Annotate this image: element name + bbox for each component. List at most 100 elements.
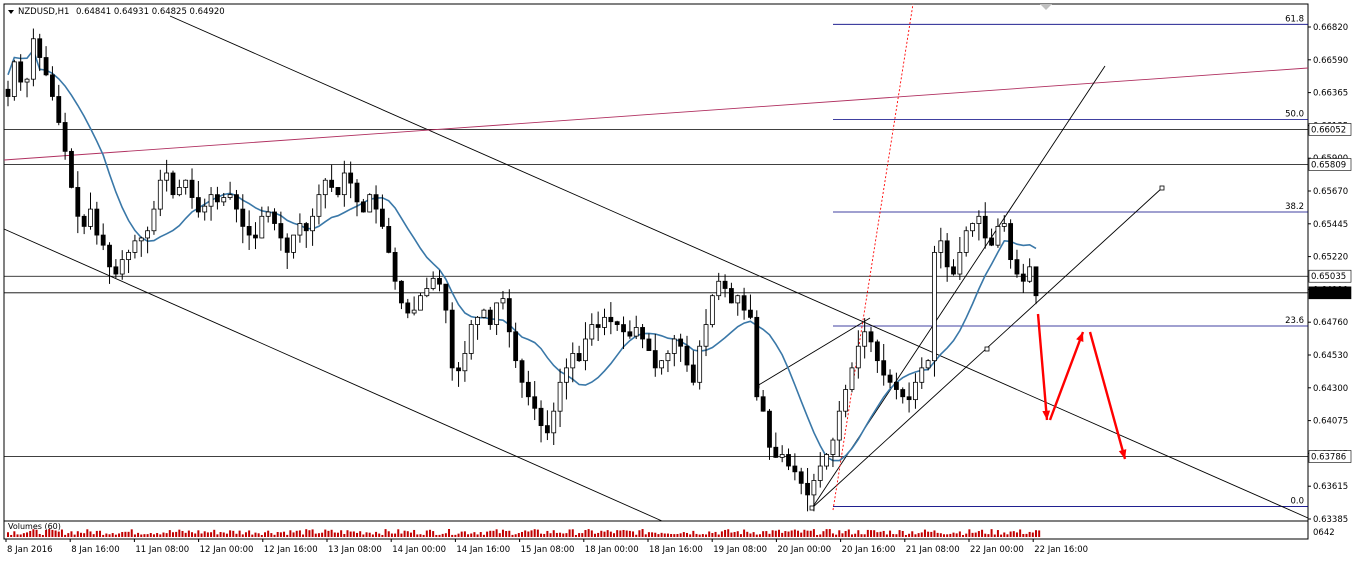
volume-bar [1038,530,1041,537]
volume-bar [578,533,581,537]
x-tick-label: 22 Jan 00:00 [970,545,1024,555]
trend-lines[interactable] [3,3,1309,522]
volume-bar [146,534,149,537]
up-channel-segment-line [756,317,871,387]
candle-body [392,251,398,282]
volume-bar [778,529,780,537]
volume-bar [501,529,504,537]
volume-bar [1000,534,1003,537]
volume-bar [35,529,38,537]
candle-body [367,194,373,213]
volume-bar [803,529,806,537]
price-label-text: 0.66052 [1311,125,1346,135]
candle-body [640,327,645,340]
volume-bar [996,530,999,537]
candle-body [195,197,201,213]
candle-body [1001,223,1007,227]
candle-body [234,194,239,210]
volume-bar [908,533,911,537]
candle-body [5,88,11,97]
candle-body [310,215,315,232]
volume-bar [958,531,961,537]
candle-body [11,61,17,97]
volume-bar [850,534,853,537]
candle-body [437,277,442,285]
candle-body [722,280,728,289]
price-label-box [1308,158,1352,171]
candle-body [754,316,760,398]
candle-body [24,78,30,83]
volume-bar [860,534,863,537]
volume-bar [676,533,679,537]
volume-bar [701,534,704,537]
volume-bar [45,529,48,537]
chart-shift-icon[interactable] [1040,4,1052,10]
candle-body [50,74,55,97]
volume-bar [476,534,479,537]
fib-level-label: 23.6 [1285,316,1304,326]
volume-bar [70,531,73,537]
volume-bar [267,530,270,537]
volume-bar [159,534,162,537]
volume-bar [356,532,359,537]
volume-bar [489,530,492,537]
candle-body [303,223,309,232]
volume-bar [1009,531,1012,537]
volume-bar [533,529,536,537]
volume-bar [295,530,298,537]
candle-body [703,324,709,347]
volume-bar [60,529,63,537]
volume-bar [990,529,993,537]
volume-bar [781,532,784,537]
candle-body [481,309,487,318]
candle-body [176,187,182,196]
candle-body [906,396,912,401]
volume-bar [79,532,82,537]
volume-bar [108,534,111,537]
candle-body [449,309,455,369]
y-tick-label: 0.65670 [1313,187,1348,197]
volume-bar [549,533,552,537]
volume-bar [654,532,657,537]
forecast-arrow-head [1118,449,1127,459]
candle-body [322,179,328,196]
volume-bar [54,530,57,537]
y-tick-label: 0.65220 [1313,253,1348,263]
candle-body [614,321,620,325]
volume-bar [657,534,660,537]
fibonacci-retracement[interactable]: 61.8 50.0 38.2 23.6 0.0 [833,14,1308,507]
volume-bar [730,532,733,537]
candle-body [37,38,43,58]
volume-bar [311,529,314,537]
volume-bar [133,534,136,537]
candle-body [215,194,220,203]
volume-bar [114,534,117,537]
volume-bar [1022,533,1025,537]
candle-body [1014,259,1020,275]
candle-body [246,226,252,236]
candle-body [107,244,112,268]
volume-bar [425,530,428,537]
volume-bar [210,532,213,537]
volume-bar [892,534,895,537]
volume-bar [863,534,866,537]
volume-bar [914,534,917,537]
volume-bar [257,533,260,537]
candle-body [360,201,366,213]
volume-bar [492,530,495,537]
candle-body [443,283,449,311]
header-dropdown-icon[interactable] [8,10,14,14]
volume-bar [568,529,571,537]
candle-body [671,338,677,354]
volume-bar [137,532,140,537]
volume-bar [647,532,650,537]
volume-bar [289,530,292,537]
volume-bar [321,532,324,537]
candle-body [944,240,950,268]
candle-body [259,215,265,239]
volume-bar [797,530,800,537]
volume-bar [521,531,523,537]
volume-bar [720,531,723,537]
volume-bar [470,533,473,537]
